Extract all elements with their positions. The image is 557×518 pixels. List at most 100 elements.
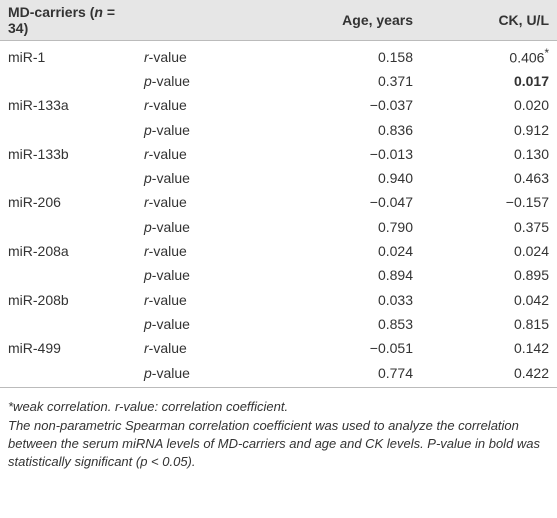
value: 0.790 [377,218,413,235]
mirna-cell: miR-499 [0,336,136,360]
stat-cell: r-value [136,93,272,117]
value-cell: 0.017 [421,69,557,93]
stat-suffix: -value [148,340,187,357]
stat-cell: p-value [136,263,272,287]
value: −0.013 [369,145,413,162]
stat-symbol: r [144,243,149,260]
value-cell: 0.024 [272,239,421,263]
value: 0.158 [377,48,413,65]
header-text: = 34) [8,3,116,36]
value: 0.894 [377,267,413,284]
header-empty [136,0,272,41]
value-cell: 0.130 [421,142,557,166]
mirna-cell: miR-133b [0,142,136,166]
stat-cell: p-value [136,117,272,141]
stat-suffix: -value [151,121,190,138]
stat-symbol: p [144,364,152,381]
value: −0.037 [369,97,413,114]
value: 0.406 [509,49,545,66]
value: 0.895 [513,267,549,284]
value: 0.042 [513,291,549,308]
value-cell: 0.142 [421,336,557,360]
value-cell: 0.940 [272,166,421,190]
mirna-cell [0,69,136,93]
row: miR-133a r-value −0.037 0.020 [0,93,557,117]
stat-cell: r-value [136,336,272,360]
stat-symbol: p [144,72,152,89]
stat-suffix: -value [151,218,190,235]
value: 0.422 [513,364,549,381]
value: 0.940 [377,170,413,187]
value: 0.815 [513,315,549,332]
value: 0.024 [377,243,413,260]
value-cell: 0.912 [421,117,557,141]
stat-cell: p-value [136,312,272,336]
value: 0.020 [513,97,549,114]
value: 0.774 [377,364,413,381]
stat-symbol: p [144,315,152,332]
value-cell: 0.042 [421,287,557,311]
row: miR-133b r-value −0.013 0.130 [0,142,557,166]
mirna-cell: miR-1 [0,40,136,69]
header-row: MD-carriers (n = 34) Age, years CK, U/L [0,0,557,41]
correlation-table: MD-carriers (n = 34) Age, years CK, U/L … [0,0,557,388]
mirna-name: miR-206 [8,194,61,211]
stat-cell: p-value [136,215,272,239]
header-text: MD-carriers ( [8,3,95,20]
value-cell: −0.037 [272,93,421,117]
value: 0.463 [513,170,549,187]
table-body: miR-1 r-value 0.158 0.406* p-value 0.371 0.017… [0,40,557,388]
stat-symbol: p [144,218,152,235]
mirna-cell: miR-208b [0,287,136,311]
value-cell: 0.815 [421,312,557,336]
value: 0.836 [377,121,413,138]
footnote: The non-parametric Spearman correlation … [8,417,541,469]
value-cell: 0.375 [421,215,557,239]
value-cell: 0.790 [272,215,421,239]
stat-cell: r-value [136,190,272,214]
value: 0.033 [377,291,413,308]
stat-cell: r-value [136,40,272,69]
value-cell: 0.024 [421,239,557,263]
mirna-cell [0,263,136,287]
stat-symbol: r [144,97,149,114]
value-cell: 0.836 [272,117,421,141]
stat-cell: p-value [136,360,272,388]
row: miR-1 r-value 0.158 0.406* [0,40,557,69]
value: 0.853 [377,315,413,332]
header-cell: Age, years [272,0,421,41]
value-cell: −0.047 [272,190,421,214]
stat-symbol: r [144,194,149,211]
stat-suffix: -value [148,243,187,260]
mirna-cell [0,312,136,336]
stat-cell: p-value [136,166,272,190]
value-cell: −0.051 [272,336,421,360]
mirna-cell [0,360,136,388]
footnote: *weak correlation. r-value: correlation … [8,398,289,414]
mirna-cell: miR-133a [0,93,136,117]
value: 0.142 [513,340,549,357]
value-cell: 0.894 [272,263,421,287]
row: miR-208a r-value 0.024 0.024 [0,239,557,263]
value-cell: 0.033 [272,287,421,311]
mirna-name: miR-499 [8,340,61,357]
value-cell: 0.020 [421,93,557,117]
value: 0.375 [513,218,549,235]
mirna-name: miR-208b [8,291,69,308]
stat-cell: r-value [136,239,272,263]
value-cell: 0.371 [272,69,421,93]
stat-cell: r-value [136,287,272,311]
stat-symbol: r [144,48,149,65]
value: −0.051 [369,340,413,357]
stat-suffix: -value [148,97,187,114]
table-header: MD-carriers (n = 34) Age, years CK, U/L [0,0,557,41]
row: p-value 0.774 0.422 [0,360,557,388]
stat-symbol: p [144,267,152,284]
value: 0.130 [513,145,549,162]
mirna-cell: miR-208a [0,239,136,263]
row: p-value 0.853 0.815 [0,312,557,336]
header-cell: CK, U/L [421,0,557,41]
value-mark: * [544,47,549,61]
value-cell: 0.422 [421,360,557,388]
